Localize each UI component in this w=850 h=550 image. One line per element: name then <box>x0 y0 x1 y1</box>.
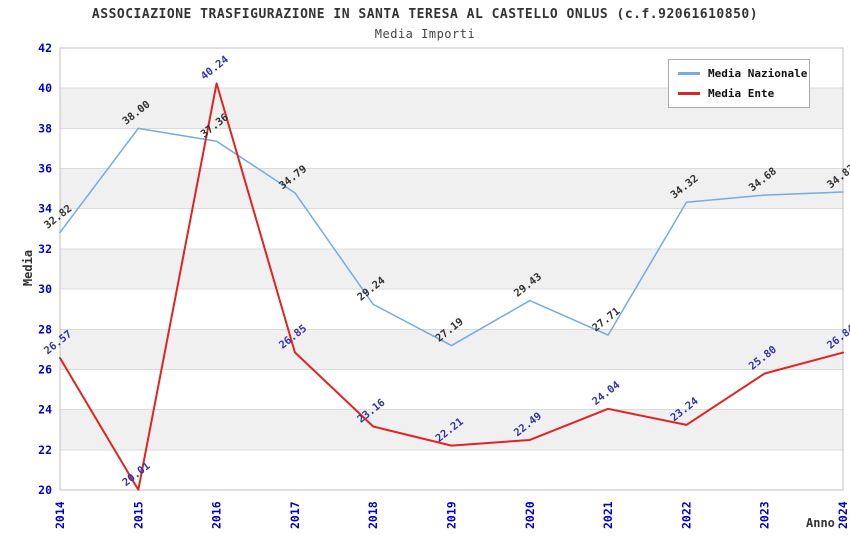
svg-text:2022: 2022 <box>679 501 693 529</box>
chart-title: ASSOCIAZIONE TRASFIGURAZIONE IN SANTA TE… <box>91 7 759 22</box>
legend-item-ente: Media Ente <box>678 87 800 100</box>
svg-text:2023: 2023 <box>758 501 772 529</box>
legend-label-ente: Media Ente <box>708 87 775 100</box>
svg-text:2024: 2024 <box>836 501 850 529</box>
line-swatch-nazionale-icon <box>678 72 700 75</box>
svg-text:2019: 2019 <box>445 501 459 529</box>
y-axis-title: Media <box>21 249 35 287</box>
svg-text:42: 42 <box>38 41 52 55</box>
svg-text:2017: 2017 <box>288 501 302 529</box>
svg-text:2021: 2021 <box>601 501 615 529</box>
svg-text:2016: 2016 <box>210 501 224 529</box>
svg-text:32: 32 <box>38 242 52 256</box>
svg-text:38: 38 <box>38 121 52 135</box>
chart-subtitle: Media Importi <box>374 27 476 41</box>
legend: Media Nazionale Media Ente <box>668 59 810 108</box>
svg-text:40: 40 <box>38 81 52 95</box>
svg-text:2018: 2018 <box>366 501 380 529</box>
legend-item-nazionale: Media Nazionale <box>678 67 807 80</box>
svg-text:2020: 2020 <box>523 501 537 529</box>
line-swatch-ente-icon <box>678 92 700 95</box>
svg-text:36: 36 <box>38 162 52 176</box>
svg-text:20: 20 <box>38 483 52 497</box>
svg-text:2014: 2014 <box>53 501 67 529</box>
svg-text:2015: 2015 <box>131 501 145 529</box>
svg-text:26: 26 <box>38 362 52 376</box>
svg-text:24: 24 <box>38 403 52 417</box>
svg-text:28: 28 <box>38 322 52 336</box>
x-axis-title: Anno <box>806 516 835 530</box>
svg-text:34: 34 <box>38 202 52 216</box>
svg-text:22: 22 <box>38 443 52 457</box>
svg-text:30: 30 <box>38 282 52 296</box>
legend-label-nazionale: Media Nazionale <box>708 67 808 80</box>
